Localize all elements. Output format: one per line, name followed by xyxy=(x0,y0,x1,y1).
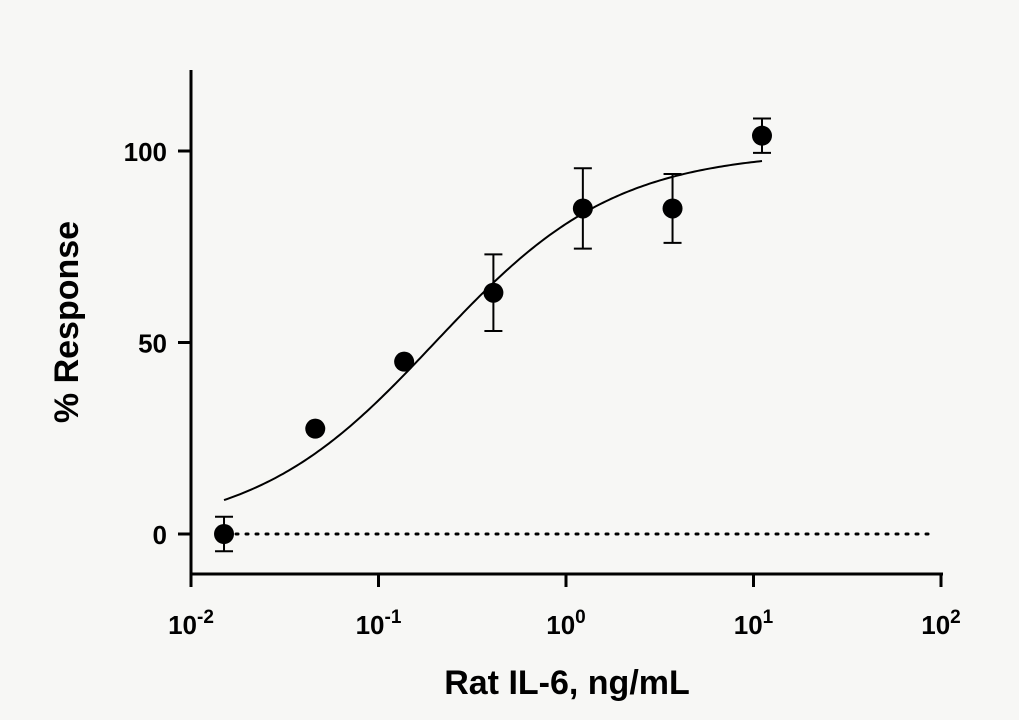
x-axis: 10-2 10-1 100 101 102 xyxy=(168,572,961,640)
x-tick-exponent: -2 xyxy=(197,607,214,628)
data-point xyxy=(394,351,415,372)
x-tick-label: 100 xyxy=(546,607,586,640)
x-tick-label: 101 xyxy=(734,607,774,640)
data-point xyxy=(662,198,683,219)
x-tick-base: 10 xyxy=(921,610,950,640)
data-point-group xyxy=(394,351,415,372)
data-point xyxy=(572,198,593,219)
x-tick-base: 10 xyxy=(734,610,763,640)
x-tick-exponent: 1 xyxy=(763,607,774,628)
data-point-group xyxy=(662,172,683,244)
data-point xyxy=(751,125,772,146)
data-points-group xyxy=(214,117,772,553)
data-point-group xyxy=(214,515,235,553)
x-tick-exponent: 2 xyxy=(950,607,961,628)
data-point-group xyxy=(572,167,593,250)
y-axis-title: % Response xyxy=(48,221,86,423)
x-tick-exponent: -1 xyxy=(385,607,402,628)
y-axis: 0 50 100 xyxy=(124,70,193,574)
data-point-group xyxy=(483,253,504,333)
x-tick-label: 10-2 xyxy=(168,607,214,640)
x-axis-title: Rat IL-6, ng/mL xyxy=(444,664,690,702)
data-point-group xyxy=(751,117,772,154)
data-point xyxy=(305,418,326,439)
x-tick-label: 10-1 xyxy=(356,607,402,640)
x-tick-label: 102 xyxy=(921,607,961,640)
y-tick-label: 0 xyxy=(153,520,167,550)
x-tick-base: 10 xyxy=(546,610,575,640)
data-point xyxy=(214,524,235,544)
x-tick-base: 10 xyxy=(168,610,197,640)
x-tick-base: 10 xyxy=(356,610,385,640)
data-point xyxy=(483,282,504,303)
data-point-group xyxy=(305,418,326,439)
y-tick-label: 100 xyxy=(124,137,167,167)
x-tick-exponent: 0 xyxy=(575,607,586,628)
y-tick-label: 50 xyxy=(138,329,167,359)
